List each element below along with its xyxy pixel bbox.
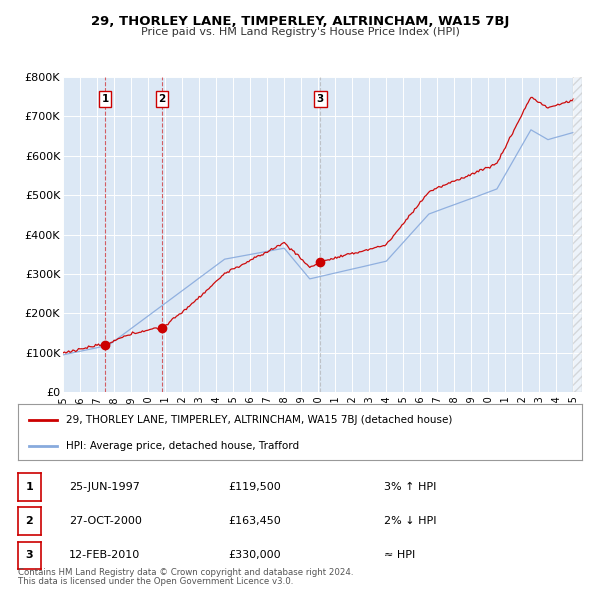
Text: 27-OCT-2000: 27-OCT-2000 xyxy=(69,516,142,526)
Text: Contains HM Land Registry data © Crown copyright and database right 2024.: Contains HM Land Registry data © Crown c… xyxy=(18,568,353,577)
Text: 1: 1 xyxy=(26,482,33,492)
Text: 2: 2 xyxy=(158,94,166,104)
Text: £119,500: £119,500 xyxy=(228,482,281,492)
Text: 3% ↑ HPI: 3% ↑ HPI xyxy=(384,482,436,492)
Text: 25-JUN-1997: 25-JUN-1997 xyxy=(69,482,140,492)
Text: Price paid vs. HM Land Registry's House Price Index (HPI): Price paid vs. HM Land Registry's House … xyxy=(140,27,460,37)
Text: 3: 3 xyxy=(317,94,324,104)
Text: HPI: Average price, detached house, Trafford: HPI: Average price, detached house, Traf… xyxy=(66,441,299,451)
Text: £163,450: £163,450 xyxy=(228,516,281,526)
Text: 2% ↓ HPI: 2% ↓ HPI xyxy=(384,516,437,526)
Text: 3: 3 xyxy=(26,550,33,560)
Text: 29, THORLEY LANE, TIMPERLEY, ALTRINCHAM, WA15 7BJ: 29, THORLEY LANE, TIMPERLEY, ALTRINCHAM,… xyxy=(91,15,509,28)
Text: 1: 1 xyxy=(101,94,109,104)
Text: £330,000: £330,000 xyxy=(228,550,281,560)
Text: 2: 2 xyxy=(26,516,33,526)
Text: This data is licensed under the Open Government Licence v3.0.: This data is licensed under the Open Gov… xyxy=(18,577,293,586)
Text: ≈ HPI: ≈ HPI xyxy=(384,550,415,560)
Text: 12-FEB-2010: 12-FEB-2010 xyxy=(69,550,140,560)
Text: 29, THORLEY LANE, TIMPERLEY, ALTRINCHAM, WA15 7BJ (detached house): 29, THORLEY LANE, TIMPERLEY, ALTRINCHAM,… xyxy=(66,415,452,425)
